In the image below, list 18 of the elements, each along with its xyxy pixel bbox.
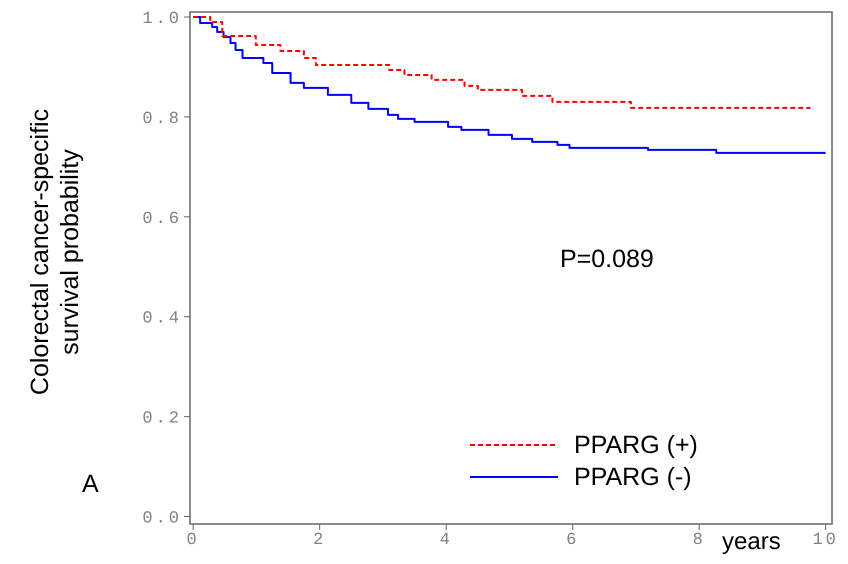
y-tick-label: 0.8 bbox=[142, 110, 182, 129]
y-tick-label: 0.0 bbox=[142, 510, 182, 529]
x-axis-title: years bbox=[722, 528, 781, 556]
annotation: P=0.089 bbox=[560, 245, 654, 274]
x-tick-label: 10 bbox=[812, 531, 839, 550]
x-tick-label: 2 bbox=[313, 531, 326, 550]
x-tick-label: 0 bbox=[186, 531, 200, 550]
legend-label: PPARG (+) bbox=[574, 430, 698, 460]
legend-label: PPARG (-) bbox=[574, 462, 692, 492]
y-axis-title: Colorectal cancer-specific survival probability bbox=[25, 108, 85, 396]
x-tick-label: 8 bbox=[692, 531, 706, 550]
y-tick-label: 1.0 bbox=[142, 10, 182, 30]
x-tick-label: 6 bbox=[566, 531, 580, 550]
y-tick-label: 0.2 bbox=[142, 410, 182, 429]
text: A bbox=[82, 470, 99, 499]
x-tick-label: 4 bbox=[440, 531, 453, 550]
y-tick-label: 0.6 bbox=[142, 210, 182, 229]
y-tick-label: 0.4 bbox=[142, 310, 182, 329]
